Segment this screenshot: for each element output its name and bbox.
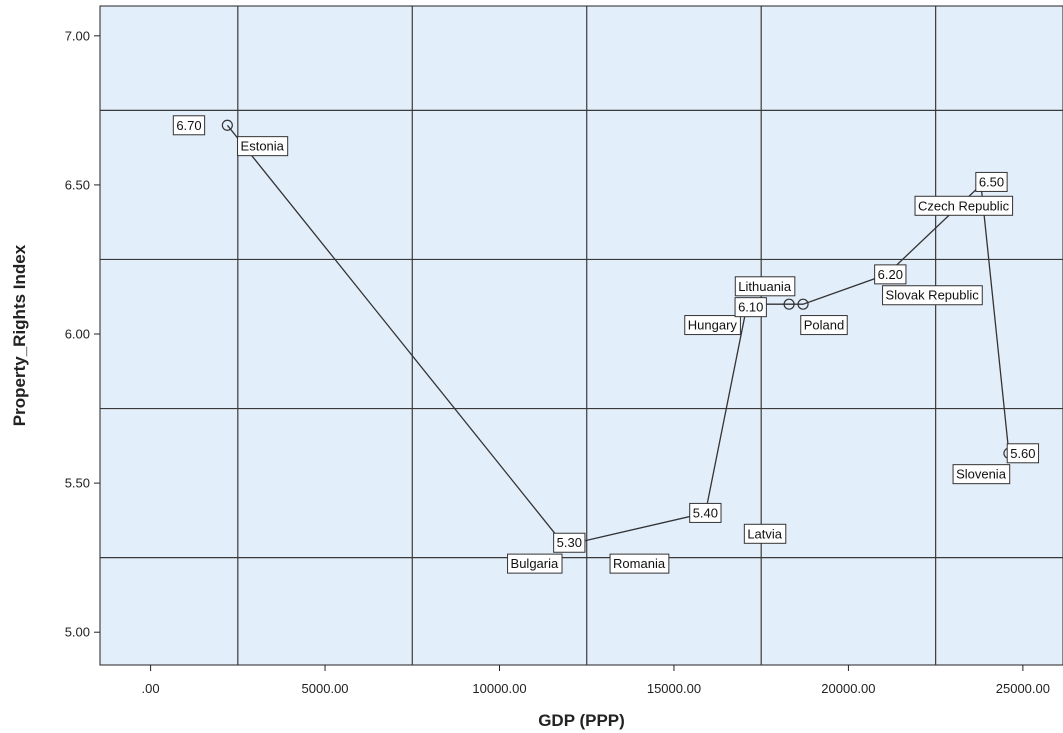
x-tick-label: 10000.00 [472,681,526,696]
data-point [783,298,795,310]
country-label-box [507,553,563,574]
value-label-text: 5.40 [693,505,718,520]
country-label: Lithuania [734,276,796,297]
y-tick-label: 6.50 [65,177,90,192]
country-label: Latvia [743,523,787,544]
y-axis-title: Property_Rights Index [10,244,29,426]
value-label: 5.40 [689,502,722,523]
country-label-text: Czech Republic [918,198,1010,213]
country-label-text: Slovenia [956,467,1007,482]
value-label: 6.10 [734,297,767,318]
country-label-text: Estonia [241,139,285,154]
grid-lines [100,6,1063,665]
value-label: 6.20 [874,264,907,285]
y-tick-label: 6.00 [65,327,90,342]
x-axis-title: GDP (PPP) [538,711,625,730]
value-label-box [874,264,907,285]
value-label-text: 6.10 [738,300,763,315]
country-label: Slovak Republic [882,285,983,306]
y-tick-label: 5.00 [65,625,90,640]
value-label: 5.60 [1006,443,1040,464]
value-label-box [975,171,1008,192]
data-point [221,119,233,131]
value-label-text: 5.60 [1010,446,1035,461]
x-tick-label: .00 [142,681,160,696]
value-label-text: 6.20 [878,267,903,282]
country-label: Estonia [237,136,289,157]
country-label: Poland [800,315,848,336]
country-label: Czech Republic [914,195,1014,216]
country-label-box [800,315,848,336]
country-label-text: Slovak Republic [886,288,980,303]
country-label-box [237,136,289,157]
x-tick-label: 15000.00 [647,681,701,696]
value-label: 5.30 [553,532,586,553]
country-label-text: Romania [613,556,666,571]
country-label-text: Hungary [688,318,738,333]
value-label-box [734,297,767,318]
x-tick-label: 20000.00 [821,681,875,696]
value-label: 6.50 [975,171,1008,192]
y-tick-label: 5.50 [65,476,90,491]
country-label-box [952,464,1011,485]
value-label-box [1006,443,1040,464]
plot-area [99,5,1063,666]
country-label-text: Latvia [747,526,782,541]
country-label-text: Bulgaria [511,556,559,571]
country-label-box [743,523,787,544]
y-tick-label: 7.00 [65,28,90,43]
x-tick-label: 25000.00 [996,681,1050,696]
value-label-box [689,502,722,523]
country-label: Romania [609,553,670,574]
value-label-text: 6.70 [176,118,201,133]
country-label-box [734,276,796,297]
country-label: Slovenia [952,464,1011,485]
value-label-text: 5.30 [557,535,582,550]
value-label: 6.70 [172,115,206,136]
country-label-box [914,195,1014,216]
country-label-text: Poland [804,318,844,333]
country-label-box [609,553,670,574]
country-label-box [882,285,983,306]
axes: .00 5000.00 10000.00 15000.00 20000.00 25000.… [65,28,1050,696]
value-label-text: 6.50 [979,174,1004,189]
country-label-text: Lithuania [738,279,792,294]
data-point [797,298,809,310]
x-tick-label: 5000.00 [302,681,349,696]
value-label-box [172,115,206,136]
country-label: Hungary [684,315,741,336]
value-label-box [553,532,586,553]
country-label: Bulgaria [507,553,563,574]
country-label-box [684,315,741,336]
point-labels: Estonia Bulgaria Romania Latvia Hungary Lithu… [172,115,1040,574]
